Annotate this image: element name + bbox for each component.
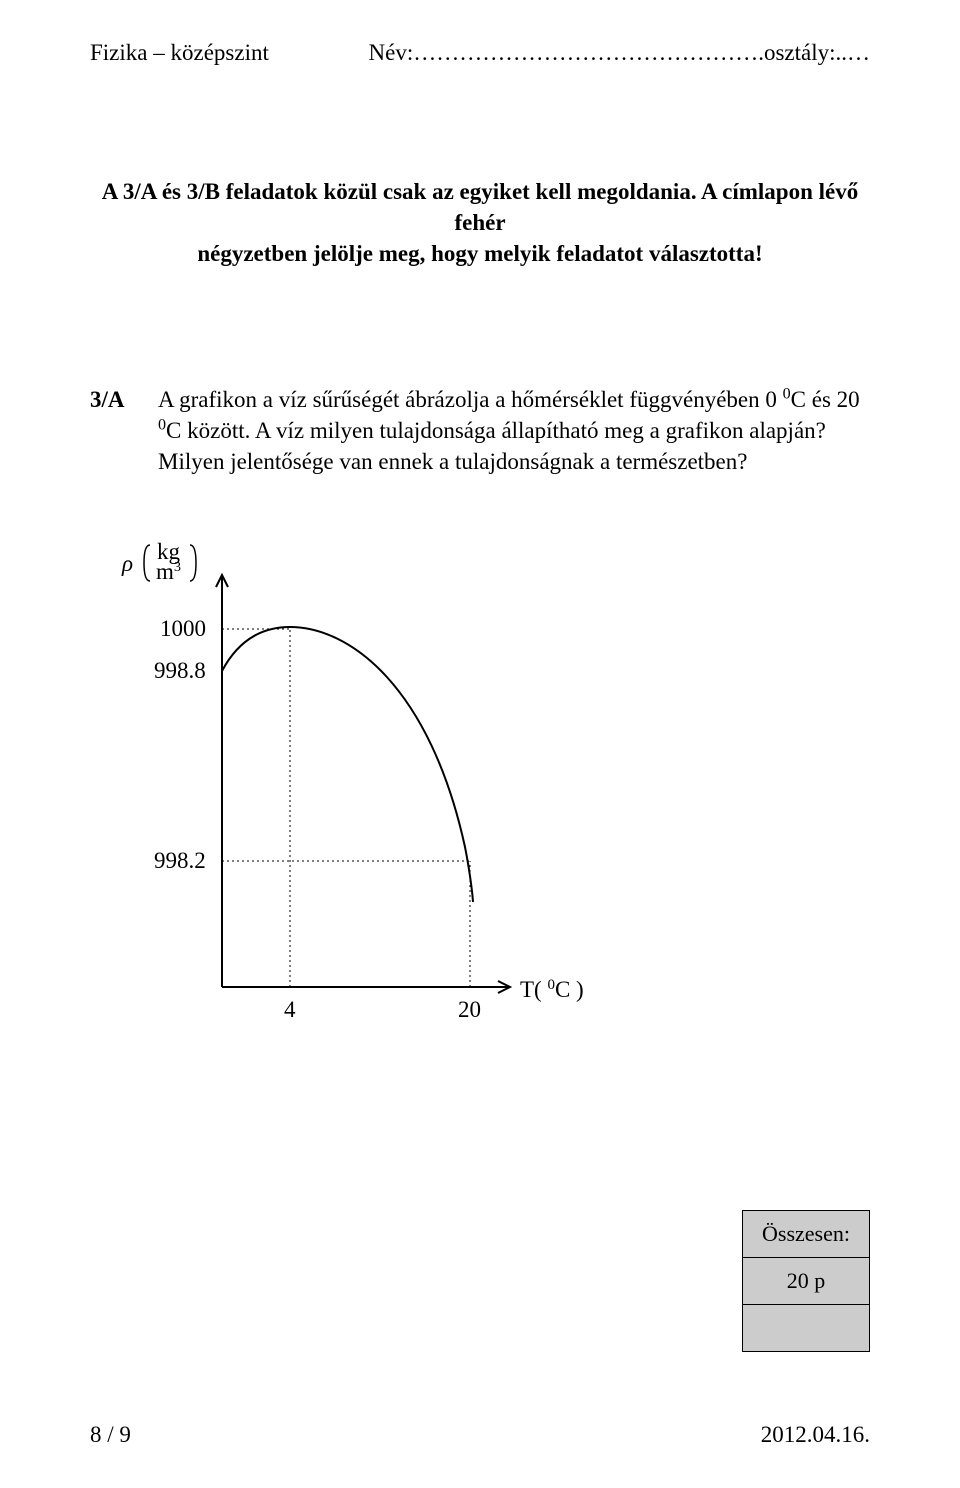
page-footer: 8 / 9 2012.04.16. [90, 1422, 870, 1448]
task-text-mid2: C között. [166, 418, 250, 443]
x-axis-label: T( 0C ) [520, 977, 584, 1002]
task-text-pre: A grafikon a víz sűrűségét ábrázolja a h… [158, 387, 783, 412]
instruction-line-2: négyzetben jelölje meg, hogy melyik fela… [197, 241, 762, 266]
rho-symbol: ρ [121, 551, 133, 576]
instruction-line-1: A 3/A és 3/B feladatok közül csak az egy… [102, 179, 858, 235]
page: Fizika – középszint Név:……………………………………….… [0, 0, 960, 1488]
instruction-block: A 3/A és 3/B feladatok közül csak az egy… [90, 176, 870, 269]
x-tick-20: 20 [458, 997, 481, 1022]
score-total-label: Összesen: [743, 1211, 870, 1258]
task-text: A grafikon a víz sűrűségét ábrázolja a h… [158, 384, 870, 477]
y-tick-labels: 1000 998.8 998.2 [154, 616, 206, 873]
task-text-mid1: C és 20 [791, 387, 860, 412]
y-axis-unit: ρ kg m 3 [121, 539, 196, 584]
score-points: 20 p [743, 1258, 870, 1305]
task-label: 3/A [90, 384, 158, 477]
x-tick-labels: 4 20 [284, 997, 481, 1022]
guide-lines [222, 629, 470, 987]
y-tick-1000: 1000 [160, 616, 206, 641]
score-empty-cell [743, 1305, 870, 1352]
page-header: Fizika – középszint Név:……………………………………….… [90, 40, 870, 66]
degree-superscript-1: 0 [783, 385, 791, 402]
x-label-deg: 0 [547, 977, 555, 993]
task-block: 3/A A grafikon a víz sűrűségét ábrázolja… [90, 384, 870, 477]
y-unit-exp: 3 [174, 560, 181, 575]
y-unit-m: m [156, 559, 174, 584]
subject-level: Fizika – középszint [90, 40, 269, 66]
density-chart: ρ kg m 3 1000 998.8 998.2 4 20 [110, 537, 590, 1057]
y-tick-9982: 998.2 [154, 848, 206, 873]
x-label-pre: T( [520, 977, 547, 1002]
svg-text:T( 0C ): T( 0C ) [520, 977, 584, 1002]
chart-svg: ρ kg m 3 1000 998.8 998.2 4 20 [110, 537, 590, 1057]
score-table: Összesen: 20 p [742, 1210, 870, 1352]
page-number: 8 / 9 [90, 1422, 131, 1448]
degree-superscript-2: 0 [158, 417, 166, 434]
footer-date: 2012.04.16. [761, 1422, 870, 1448]
x-tick-4: 4 [284, 997, 296, 1022]
x-label-post: C ) [555, 977, 584, 1002]
y-tick-9988: 998.8 [154, 658, 206, 683]
axes [216, 575, 510, 993]
task-text-line3: ennek a tulajdonságnak a természetben? [378, 449, 747, 474]
name-class-line: Név:……………………………………….osztály:..… [369, 40, 871, 66]
